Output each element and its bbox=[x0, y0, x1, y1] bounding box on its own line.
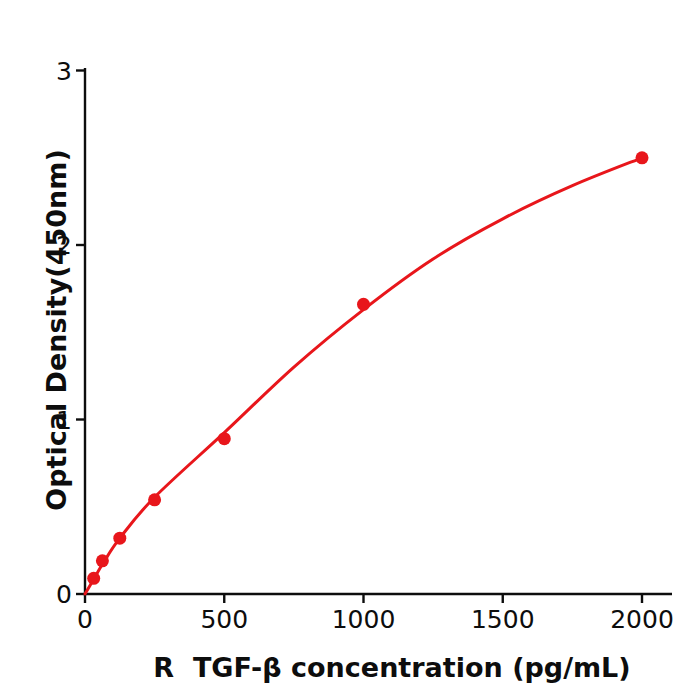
y-axis-title: Optical Density(450nm) bbox=[41, 149, 72, 511]
data-point-250 bbox=[148, 493, 161, 506]
x-tick-label-1500: 1500 bbox=[471, 605, 535, 634]
axis-ticks: 05001000150020000123 bbox=[56, 57, 674, 635]
y-tick-label-3: 3 bbox=[56, 57, 72, 86]
data-point-500 bbox=[218, 432, 231, 445]
elisa-standard-curve-figure: 05001000150020000123 R TGF-β concentrati… bbox=[0, 0, 700, 700]
x-tick-label-500: 500 bbox=[200, 605, 248, 634]
fit-curve-line bbox=[85, 158, 642, 594]
data-point-31.25 bbox=[87, 572, 100, 585]
data-point-1000 bbox=[357, 298, 370, 311]
y-tick-label-0: 0 bbox=[56, 580, 72, 609]
fit-curve bbox=[85, 158, 642, 594]
data-point-62.5 bbox=[96, 554, 109, 567]
chart-canvas: 05001000150020000123 R TGF-β concentrati… bbox=[0, 0, 700, 700]
x-tick-label-1000: 1000 bbox=[332, 605, 396, 634]
x-tick-label-0: 0 bbox=[77, 605, 93, 634]
data-points bbox=[87, 151, 648, 585]
data-point-2000 bbox=[636, 151, 649, 164]
axes bbox=[84, 68, 672, 595]
data-point-125 bbox=[113, 532, 126, 545]
x-tick-label-2000: 2000 bbox=[610, 605, 674, 634]
x-axis-title: R TGF-β concentration (pg/mL) bbox=[153, 652, 630, 683]
